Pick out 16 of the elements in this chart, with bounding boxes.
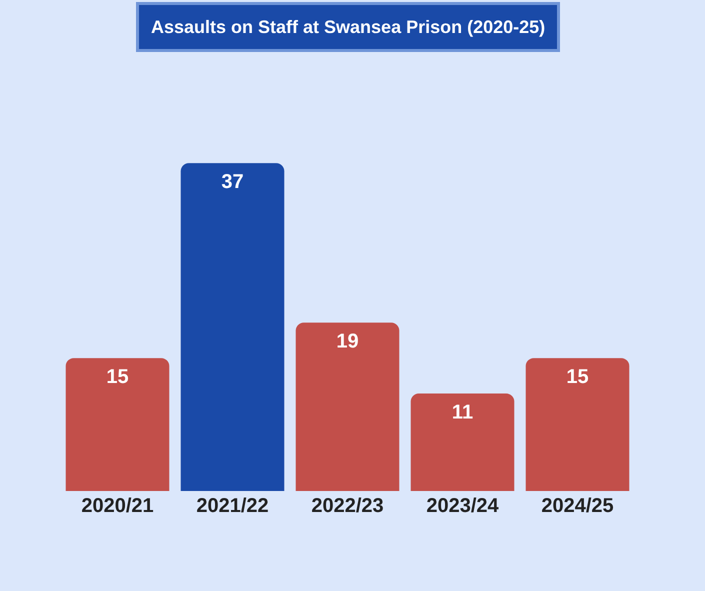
data-label: 11 <box>452 402 474 424</box>
data-label: 15 <box>566 366 589 388</box>
chart-title: Assaults on Staff at Swansea Prison (2020-25) <box>151 17 546 37</box>
bar <box>296 322 400 491</box>
bar <box>410 394 514 491</box>
data-label: 19 <box>336 330 359 353</box>
data-label: 37 <box>221 171 244 194</box>
x-tick-label: 2022/23 <box>311 495 384 517</box>
bar <box>66 358 170 491</box>
x-tick-label: 2020/21 <box>81 495 154 517</box>
bar <box>180 163 284 491</box>
x-tick-label: 2024/25 <box>541 495 614 517</box>
bar <box>526 358 630 491</box>
data-label: 15 <box>106 366 129 388</box>
x-tick-label: 2021/22 <box>196 495 269 517</box>
x-tick-label: 2023/24 <box>426 495 500 517</box>
